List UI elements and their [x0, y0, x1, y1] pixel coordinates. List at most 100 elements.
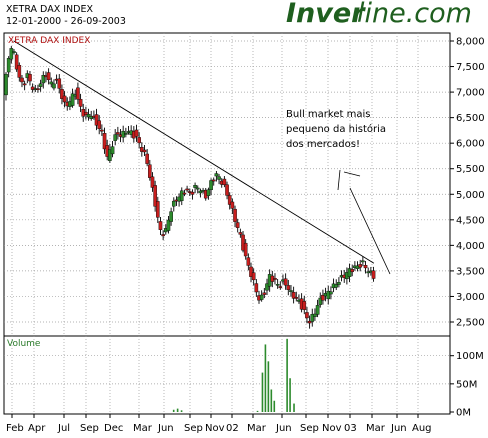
brand-logo[interactable]: Inver line.com	[286, 0, 472, 29]
annotation-line-1: Bull market mais	[286, 109, 370, 120]
candle-body-down	[158, 221, 163, 230]
candle	[230, 198, 235, 215]
volume-bar	[267, 361, 270, 412]
candle	[137, 132, 141, 149]
candle-body-down	[60, 89, 64, 99]
candle-body-down	[14, 54, 19, 70]
candle-body-up	[198, 190, 203, 194]
candle	[305, 306, 309, 324]
grid-lines	[4, 33, 450, 414]
candle-body-down	[363, 264, 368, 269]
candle-body-down	[94, 114, 99, 126]
candle-body-down	[161, 234, 165, 237]
annotation-line-3: dos mercados!	[286, 139, 360, 150]
candle	[169, 207, 173, 226]
candle-body-up	[315, 305, 320, 315]
candle-body-up	[4, 73, 8, 96]
volume-bar	[270, 389, 273, 412]
candle-body-down	[371, 270, 376, 279]
candle	[102, 127, 107, 154]
candle	[283, 273, 288, 290]
candle-body-up	[179, 190, 184, 201]
candle	[140, 142, 144, 157]
candle	[86, 108, 91, 121]
x-tick-label: Feb	[6, 423, 24, 434]
candle-body-down	[28, 74, 32, 82]
y-tick-label: 5,000	[456, 190, 485, 201]
candle	[156, 196, 160, 223]
candle	[307, 315, 312, 329]
candle-body-up	[9, 48, 14, 60]
candle	[84, 106, 88, 120]
candle	[89, 110, 94, 121]
candle-body-down	[211, 179, 216, 182]
candle	[371, 266, 376, 282]
candle-body-down	[57, 78, 62, 89]
candle-body-up	[108, 149, 112, 161]
candle	[6, 56, 11, 78]
candle	[57, 74, 62, 94]
candle	[358, 259, 363, 272]
candle-body-up	[52, 83, 56, 89]
candle	[233, 205, 237, 228]
candle	[97, 115, 102, 135]
y-tick-label: 3,500	[456, 266, 485, 277]
x-tick-label: Jun	[275, 423, 292, 434]
volume-tick-label: 100M	[456, 351, 484, 362]
candle	[361, 256, 365, 267]
volume-axis: 100M 50M 0M	[450, 351, 484, 419]
candle	[294, 291, 299, 302]
candle	[110, 141, 115, 158]
candle-body-down	[150, 176, 155, 188]
y-tick-label: 6,000	[456, 139, 485, 150]
candle	[217, 173, 221, 185]
candle-body-down	[233, 208, 237, 222]
candle	[251, 268, 256, 286]
trendline-layer	[13, 40, 375, 264]
candle	[62, 91, 67, 108]
x-tick-label: Nov	[205, 423, 225, 434]
candle-body-up	[326, 290, 331, 300]
candle	[286, 279, 291, 296]
volume-panel	[3, 335, 451, 415]
candle	[238, 228, 243, 238]
candle-body-down	[294, 297, 299, 299]
x-tick-label: Mar	[133, 423, 153, 434]
candle-body-down	[97, 120, 102, 129]
candle	[148, 159, 152, 181]
candle	[171, 197, 176, 212]
candle-body-down	[20, 77, 24, 83]
candle	[241, 230, 245, 253]
candle	[142, 144, 147, 157]
candle	[60, 84, 64, 105]
candle-body-down	[249, 266, 253, 277]
candle	[108, 144, 112, 163]
candle-body-down	[238, 232, 243, 235]
candle	[291, 286, 296, 304]
x-tick-label: Sep	[300, 423, 319, 434]
y-tick-label: 7,000	[456, 88, 485, 99]
volume-label: Volume	[7, 339, 41, 349]
candle-body-up	[124, 133, 128, 135]
candle	[347, 263, 352, 282]
candle-body-up	[347, 268, 352, 277]
candle	[273, 273, 277, 285]
candle-body-down	[137, 137, 141, 144]
candle-body-down	[350, 269, 355, 273]
candle-body-down	[145, 153, 149, 164]
x-tick-label: Aug	[412, 423, 432, 434]
candle-body-down	[140, 147, 144, 152]
volume-series	[172, 338, 295, 412]
y-tick-label: 2,500	[456, 318, 485, 329]
candle-body-up	[169, 211, 173, 222]
x-tick-label: Sep	[80, 423, 99, 434]
candle	[124, 127, 128, 138]
candle-body-up	[209, 180, 213, 191]
candle	[350, 264, 355, 277]
candle	[52, 79, 56, 91]
candle-body-down	[102, 133, 107, 150]
x-tick-label: 02	[226, 423, 239, 434]
volume-bar	[180, 410, 183, 412]
candle-body-up	[289, 290, 293, 292]
candle	[235, 218, 240, 233]
